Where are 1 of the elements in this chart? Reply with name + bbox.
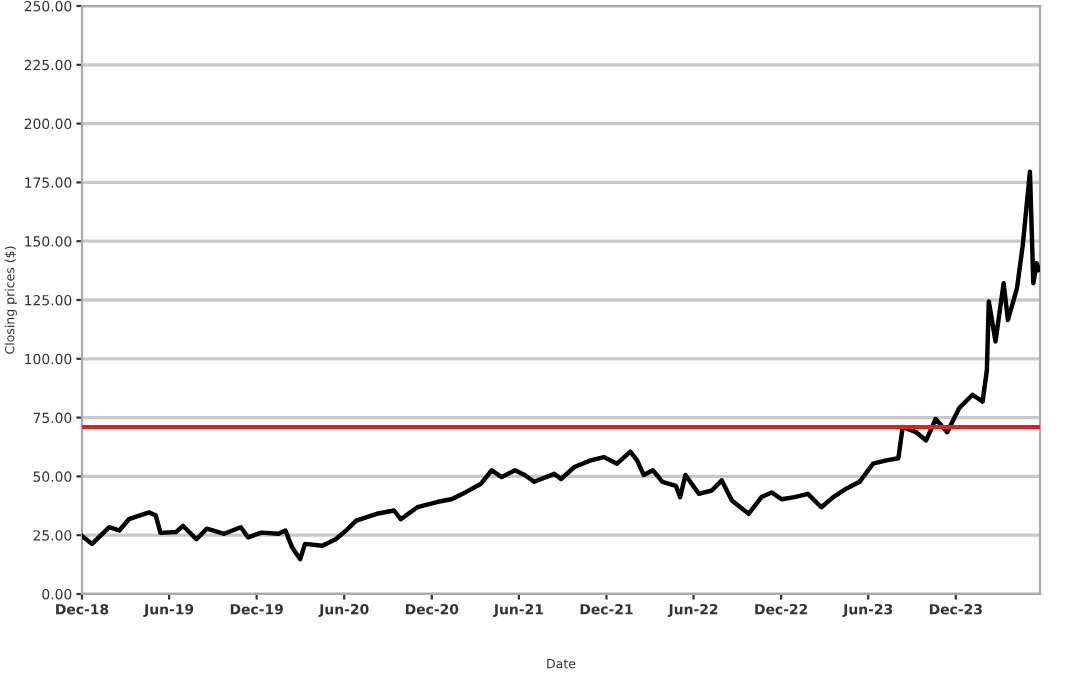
line-series: [82, 169, 1040, 562]
